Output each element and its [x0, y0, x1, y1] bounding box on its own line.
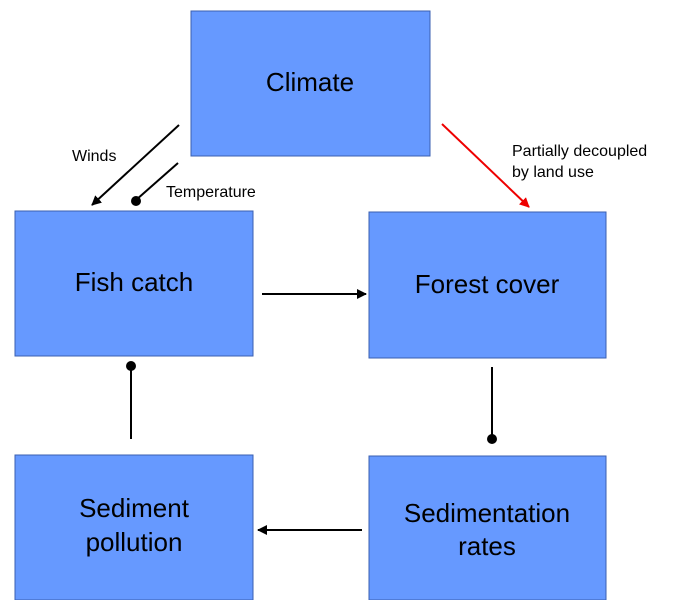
node-label: Sediment	[79, 493, 190, 523]
edge-end	[126, 361, 136, 371]
node-box	[14, 454, 254, 600]
node-box	[368, 211, 607, 359]
edge-label: Partially decoupled	[512, 143, 647, 160]
node-box	[14, 210, 254, 357]
edge-end	[487, 434, 497, 444]
node-box	[368, 455, 607, 600]
edge	[135, 162, 179, 201]
edge-label: Winds	[72, 148, 116, 165]
node-box	[190, 10, 431, 157]
node-label: rates	[458, 531, 516, 561]
node-label: Fish catch	[75, 267, 194, 297]
edge	[91, 124, 180, 206]
node-label: pollution	[86, 527, 183, 557]
node-label: Sedimentation	[404, 498, 570, 528]
edge-end	[131, 196, 141, 206]
edge-label: by land use	[512, 164, 594, 181]
edge-label: Temperature	[166, 184, 256, 201]
edge	[441, 123, 530, 208]
node-label: Forest cover	[415, 269, 560, 299]
node-label: Climate	[266, 67, 354, 97]
